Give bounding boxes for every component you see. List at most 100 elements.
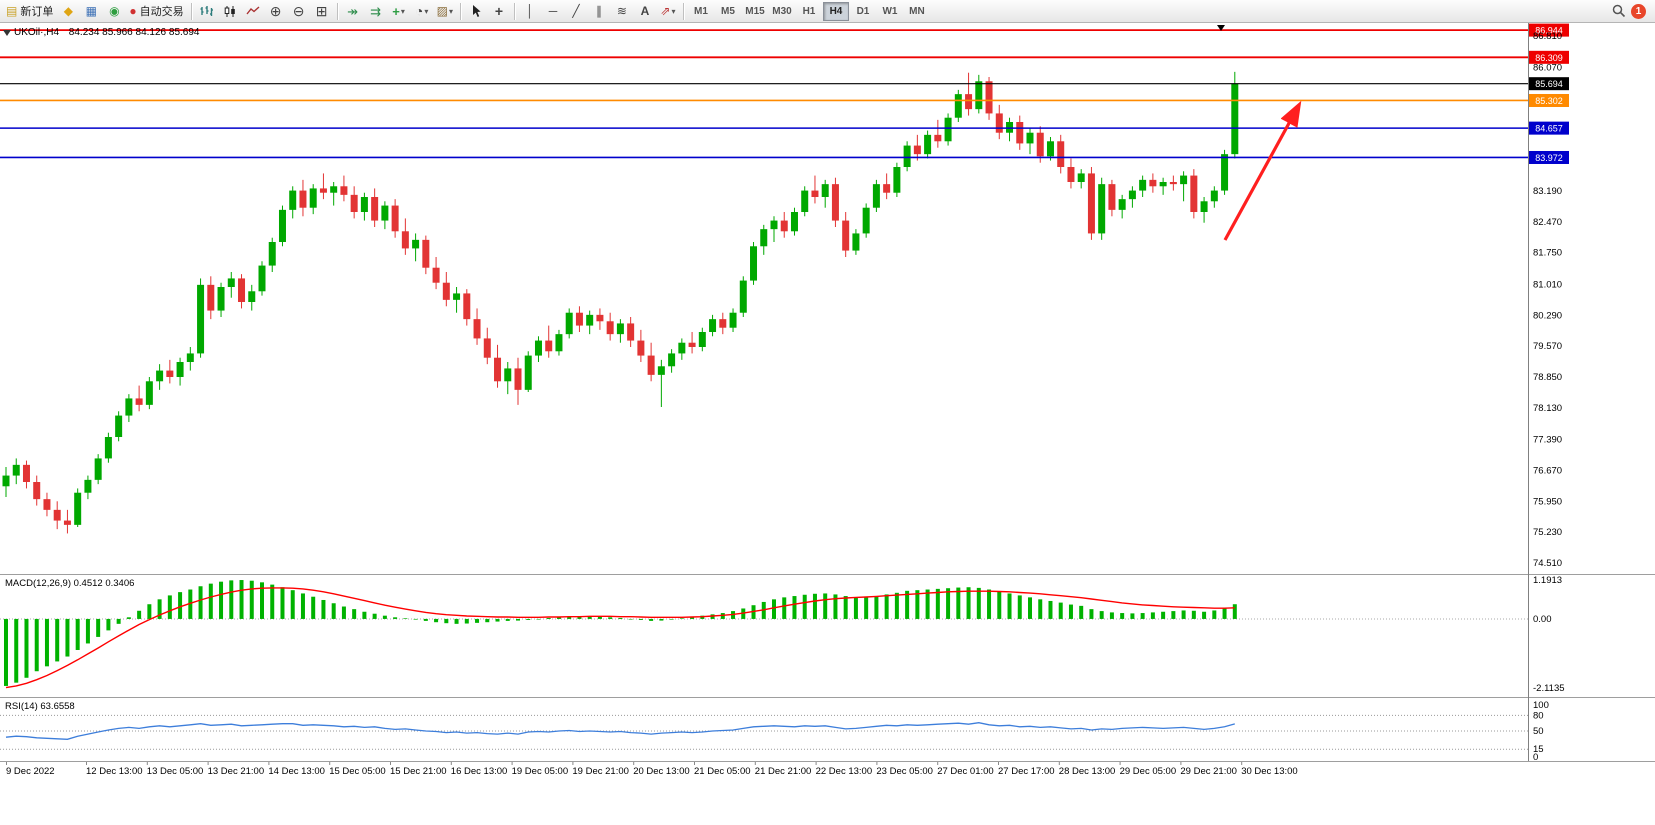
price-badge — [1529, 93, 1569, 107]
new-order-label: 新订单 — [20, 6, 54, 18]
navigator-button[interactable]: ◉ — [103, 1, 125, 21]
price-badge — [1529, 150, 1569, 164]
time-label: 15 Dec 05:00 — [329, 766, 386, 777]
price-badge — [1529, 77, 1569, 91]
caret-down-icon: ▾ — [671, 6, 676, 16]
crosshair-button[interactable]: + — [488, 1, 510, 21]
time-label: 15 Dec 21:00 — [390, 766, 447, 777]
timeframe-m15-button[interactable]: M15 — [742, 2, 768, 21]
templates-icon: ▨ — [436, 4, 448, 18]
price-tick: 78.850 — [1533, 372, 1562, 383]
rsi-panel[interactable] — [0, 714, 1528, 750]
time-label: 13 Dec 21:00 — [208, 766, 265, 777]
rsi-tick: 50 — [1533, 726, 1544, 737]
macd-signal-line — [5, 587, 1235, 689]
price-badge — [1529, 121, 1569, 135]
vertical-line-button[interactable]: │ — [519, 1, 541, 21]
price-tick: 82.470 — [1533, 217, 1562, 228]
toolbar-separator — [513, 2, 515, 20]
new-order-button[interactable]: ▤ 新订单 — [3, 1, 56, 21]
chart-shift-button[interactable]: ⇉ — [365, 1, 387, 21]
time-label: 13 Dec 05:00 — [147, 766, 204, 777]
timeframe-d1-button[interactable]: D1 — [850, 2, 876, 21]
cursor-button[interactable] — [465, 1, 487, 21]
price-badge-label: 84.657 — [1535, 124, 1563, 134]
rsi-line — [5, 722, 1235, 740]
market-watch-button[interactable]: ◆ — [57, 1, 79, 21]
timeframe-h4-button[interactable]: H4 — [822, 1, 849, 21]
time-label: 19 Dec 05:00 — [512, 766, 569, 777]
timeframe-w1-button[interactable]: W1 — [877, 2, 903, 21]
price-badge-label: 86.944 — [1535, 26, 1563, 36]
timeframe-m5-button[interactable]: M5 — [715, 2, 741, 21]
price-tick: 75.950 — [1533, 496, 1562, 507]
new-order-icon: ▤ — [6, 4, 18, 18]
zoom-in-button[interactable]: ⊕ — [265, 1, 287, 21]
price-tick: 86.070 — [1533, 63, 1562, 74]
price-tick: 74.510 — [1533, 558, 1562, 569]
rsi-tick: 0 — [1533, 752, 1538, 763]
data-window-button[interactable]: ▦ — [80, 1, 102, 21]
timeframe-mn-button[interactable]: MN — [904, 2, 930, 21]
text-tool-button[interactable]: A — [634, 1, 656, 21]
time-label: 21 Dec 05:00 — [694, 766, 751, 777]
tile-windows-button[interactable]: ⊞ — [311, 1, 333, 21]
toolbar-separator — [190, 2, 192, 20]
macd-tick: 1.1913 — [1533, 575, 1562, 586]
channel-button[interactable]: ∥ — [588, 1, 610, 21]
notification-badge[interactable]: 1 — [1631, 3, 1646, 19]
macd-panel[interactable] — [0, 580, 1528, 689]
horizontal-line-button[interactable]: ─ — [542, 1, 564, 21]
autotrading-button[interactable]: ● 自动交易 — [126, 1, 186, 21]
toolbar: ▤ 新订单 ◆ ▦ ◉ ● 自动交易 ⊕ ⊖ ⊞ ↠ ⇉ — [0, 0, 1655, 23]
bar-chart-button[interactable] — [196, 1, 218, 21]
cursor-icon — [472, 5, 481, 17]
macd-tick: 0.00 — [1533, 614, 1552, 625]
zoom-out-button[interactable]: ⊖ — [288, 1, 310, 21]
market-watch-icon: ◆ — [63, 4, 73, 18]
price-badge-label: 86.309 — [1535, 53, 1563, 63]
data-window-icon: ▦ — [85, 4, 98, 18]
price-badge — [1529, 50, 1569, 64]
toolbar-separator — [459, 2, 461, 20]
rsi-tick: 15 — [1533, 744, 1544, 755]
fibonacci-button[interactable]: ≋ — [611, 1, 633, 21]
candlestick-chart-button[interactable] — [219, 1, 241, 21]
templates-button[interactable]: ▨ ▾ — [434, 1, 456, 21]
price-tick: 77.390 — [1533, 435, 1562, 446]
price-tick: 80.290 — [1533, 310, 1562, 321]
trend-arrow[interactable] — [1223, 100, 1302, 241]
line-chart-button[interactable] — [242, 1, 264, 21]
rsi-tick: 80 — [1533, 710, 1544, 721]
price-tick: 76.670 — [1533, 465, 1562, 476]
zoom-out-icon: ⊖ — [292, 2, 305, 19]
indicators-button[interactable]: + ▾ — [388, 1, 410, 21]
navigator-icon: ◉ — [109, 4, 120, 18]
arrows-tool-button[interactable]: ⇗ ▾ — [657, 1, 679, 21]
time-axis[interactable]: 9 Dec 2022 12 Dec 13:00 13 Dec 05:00 13 Dec… — [6, 762, 1298, 777]
periods-button[interactable]: ◔ ▾ — [411, 1, 433, 21]
price-badge-label: 85.694 — [1535, 79, 1563, 89]
time-label: 28 Dec 13:00 — [1059, 766, 1116, 777]
trendline-button[interactable]: ╱ — [565, 1, 587, 21]
timeframe-m1-button[interactable]: M1 — [688, 2, 714, 21]
indicators-icon: + — [392, 3, 400, 19]
price-axis[interactable]: 86.810 86.070 83.190 82.470 81.750 81.010 80.2… — [1533, 31, 1565, 763]
caret-down-icon: ▾ — [424, 6, 429, 16]
autotrading-label: 自动交易 — [139, 6, 184, 18]
search-button[interactable] — [1608, 1, 1630, 21]
search-icon — [1612, 4, 1626, 18]
vertical-line-icon: │ — [526, 4, 534, 18]
price-tick: 79.570 — [1533, 341, 1562, 352]
time-label: 22 Dec 13:00 — [816, 766, 873, 777]
candles[interactable] — [2, 71, 1239, 534]
fibonacci-icon: ≋ — [616, 4, 627, 18]
time-label: 19 Dec 21:00 — [572, 766, 629, 777]
timeframe-m30-button[interactable]: M30 — [769, 2, 795, 21]
one-click-trading-icon[interactable] — [3, 30, 11, 36]
auto-scroll-button[interactable]: ↠ — [342, 1, 364, 21]
caret-down-icon: ▾ — [448, 6, 453, 16]
timeframe-h1-button[interactable]: H1 — [796, 2, 822, 21]
